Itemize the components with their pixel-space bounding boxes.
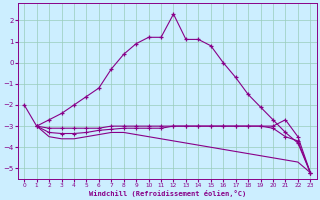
- X-axis label: Windchill (Refroidissement éolien,°C): Windchill (Refroidissement éolien,°C): [89, 190, 246, 197]
